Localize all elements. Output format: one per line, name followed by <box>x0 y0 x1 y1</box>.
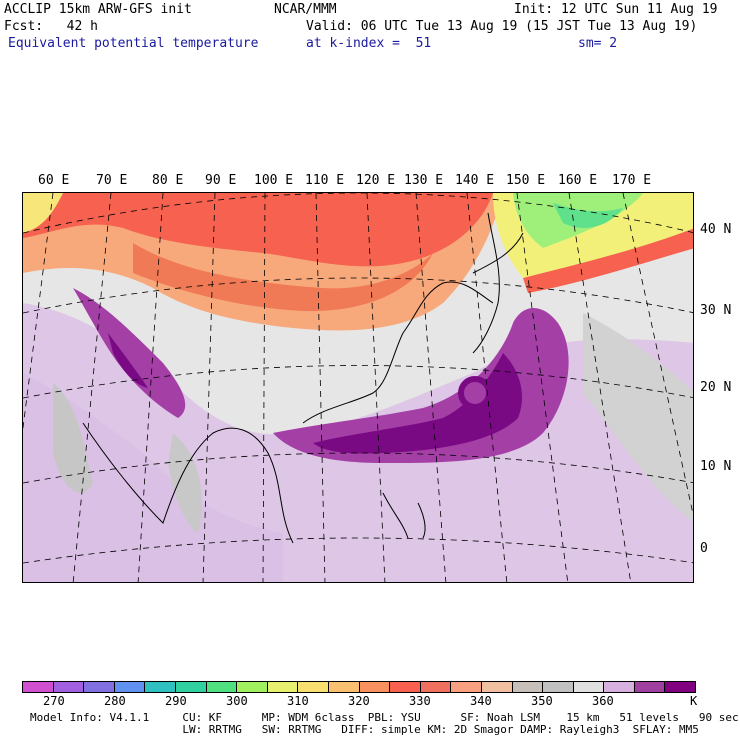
colorbar-swatch <box>665 682 696 692</box>
colorbar-label: 270 <box>43 694 65 708</box>
colorbar-label: 280 <box>104 694 126 708</box>
colorbar-label: 290 <box>165 694 187 708</box>
colorbar-label: 300 <box>226 694 248 708</box>
colorbar-swatch <box>145 682 176 692</box>
field-name: Equivalent potential temperature <box>8 36 259 51</box>
lon-label: 140 E <box>455 173 495 188</box>
valid-time: Valid: 06 UTC Tue 13 Aug 19 (15 JST Tue … <box>306 19 698 34</box>
lon-label: 80 E <box>152 173 184 188</box>
lon-label: 170 E <box>612 173 652 188</box>
indian-ocean-region <box>23 373 283 582</box>
lat-label: 20 N <box>700 380 732 395</box>
map-canvas <box>23 193 693 582</box>
lat-label: 0 <box>700 541 708 556</box>
forecast-hour: Fcst: 42 h <box>4 19 98 34</box>
lon-label: 120 E <box>356 173 396 188</box>
lon-label: 100 E <box>254 173 294 188</box>
colorbar-label: 340 <box>470 694 492 708</box>
hot-region-china <box>133 243 433 312</box>
lon-label: 110 E <box>305 173 345 188</box>
lon-label: 130 E <box>404 173 444 188</box>
colorbar-swatch <box>84 682 115 692</box>
colorbar-swatch <box>237 682 268 692</box>
colorbar-swatch <box>298 682 329 692</box>
colorbar-label: 360 <box>592 694 614 708</box>
model-title: ACCLIP 15km ARW-GFS init <box>4 2 192 17</box>
peak-theta-e-india <box>108 333 148 388</box>
theta-e-map <box>22 192 694 583</box>
model-info-line1: Model Info: V4.1.1 CU: KF MP: WDM 6class… <box>30 711 739 724</box>
colorbar-swatch <box>543 682 574 692</box>
lat-label: 40 N <box>700 222 732 237</box>
lat-label: 30 N <box>700 303 732 318</box>
colorbar-swatch <box>604 682 635 692</box>
colorbar-swatch <box>23 682 54 692</box>
lon-label: 90 E <box>205 173 237 188</box>
colorbar-swatch <box>175 682 207 692</box>
organization-label: NCAR/MMM <box>274 2 337 17</box>
colorbar-swatch <box>53 682 85 692</box>
colorbar-swatch <box>267 682 299 692</box>
tropical-cyclone-center <box>458 376 492 410</box>
model-info-line2: LW: RRTMG SW: RRTMG DIFF: simple KM: 2D … <box>30 723 699 736</box>
smoothing-label: sm= 2 <box>578 36 618 51</box>
peak-theta-e-pacific <box>313 353 523 454</box>
colorbar-swatch <box>512 682 544 692</box>
lon-label: 160 E <box>558 173 598 188</box>
colorbar-label: 320 <box>348 694 370 708</box>
lat-label: 10 N <box>700 459 732 474</box>
colorbar-label: 330 <box>409 694 431 708</box>
colorbar-swatch <box>328 682 360 692</box>
graticule <box>23 193 693 582</box>
colorbar-swatch <box>390 682 421 692</box>
dry-patch-pacific <box>583 313 693 522</box>
colorbar-swatch <box>573 682 605 692</box>
colorbar-swatch <box>634 682 666 692</box>
high-theta-e-india <box>73 288 186 418</box>
colorbar-swatch <box>481 682 513 692</box>
colorbar-swatch <box>451 682 482 692</box>
yellow-region-west <box>23 193 63 233</box>
colorbar-swatch <box>114 682 146 692</box>
lon-label: 70 E <box>96 173 128 188</box>
colorbar-label: 310 <box>287 694 309 708</box>
colorbar-unit: K <box>690 694 698 708</box>
level-label: at k-index = 51 <box>306 36 432 51</box>
colorbar-swatch <box>420 682 452 692</box>
dry-patch-arabia <box>53 383 93 493</box>
colorbar-label: 350 <box>531 694 553 708</box>
lon-label: 150 E <box>506 173 546 188</box>
hot-region-north <box>23 193 493 267</box>
dry-patch-india <box>168 433 202 533</box>
init-time: Init: 12 UTC Sun 11 Aug 19 <box>514 2 718 17</box>
warm-band-pacific <box>523 228 693 293</box>
coastlines <box>82 212 524 544</box>
colorbar <box>22 681 696 693</box>
lon-label: 60 E <box>38 173 70 188</box>
colorbar-swatch <box>359 682 391 692</box>
colorbar-swatch <box>206 682 238 692</box>
